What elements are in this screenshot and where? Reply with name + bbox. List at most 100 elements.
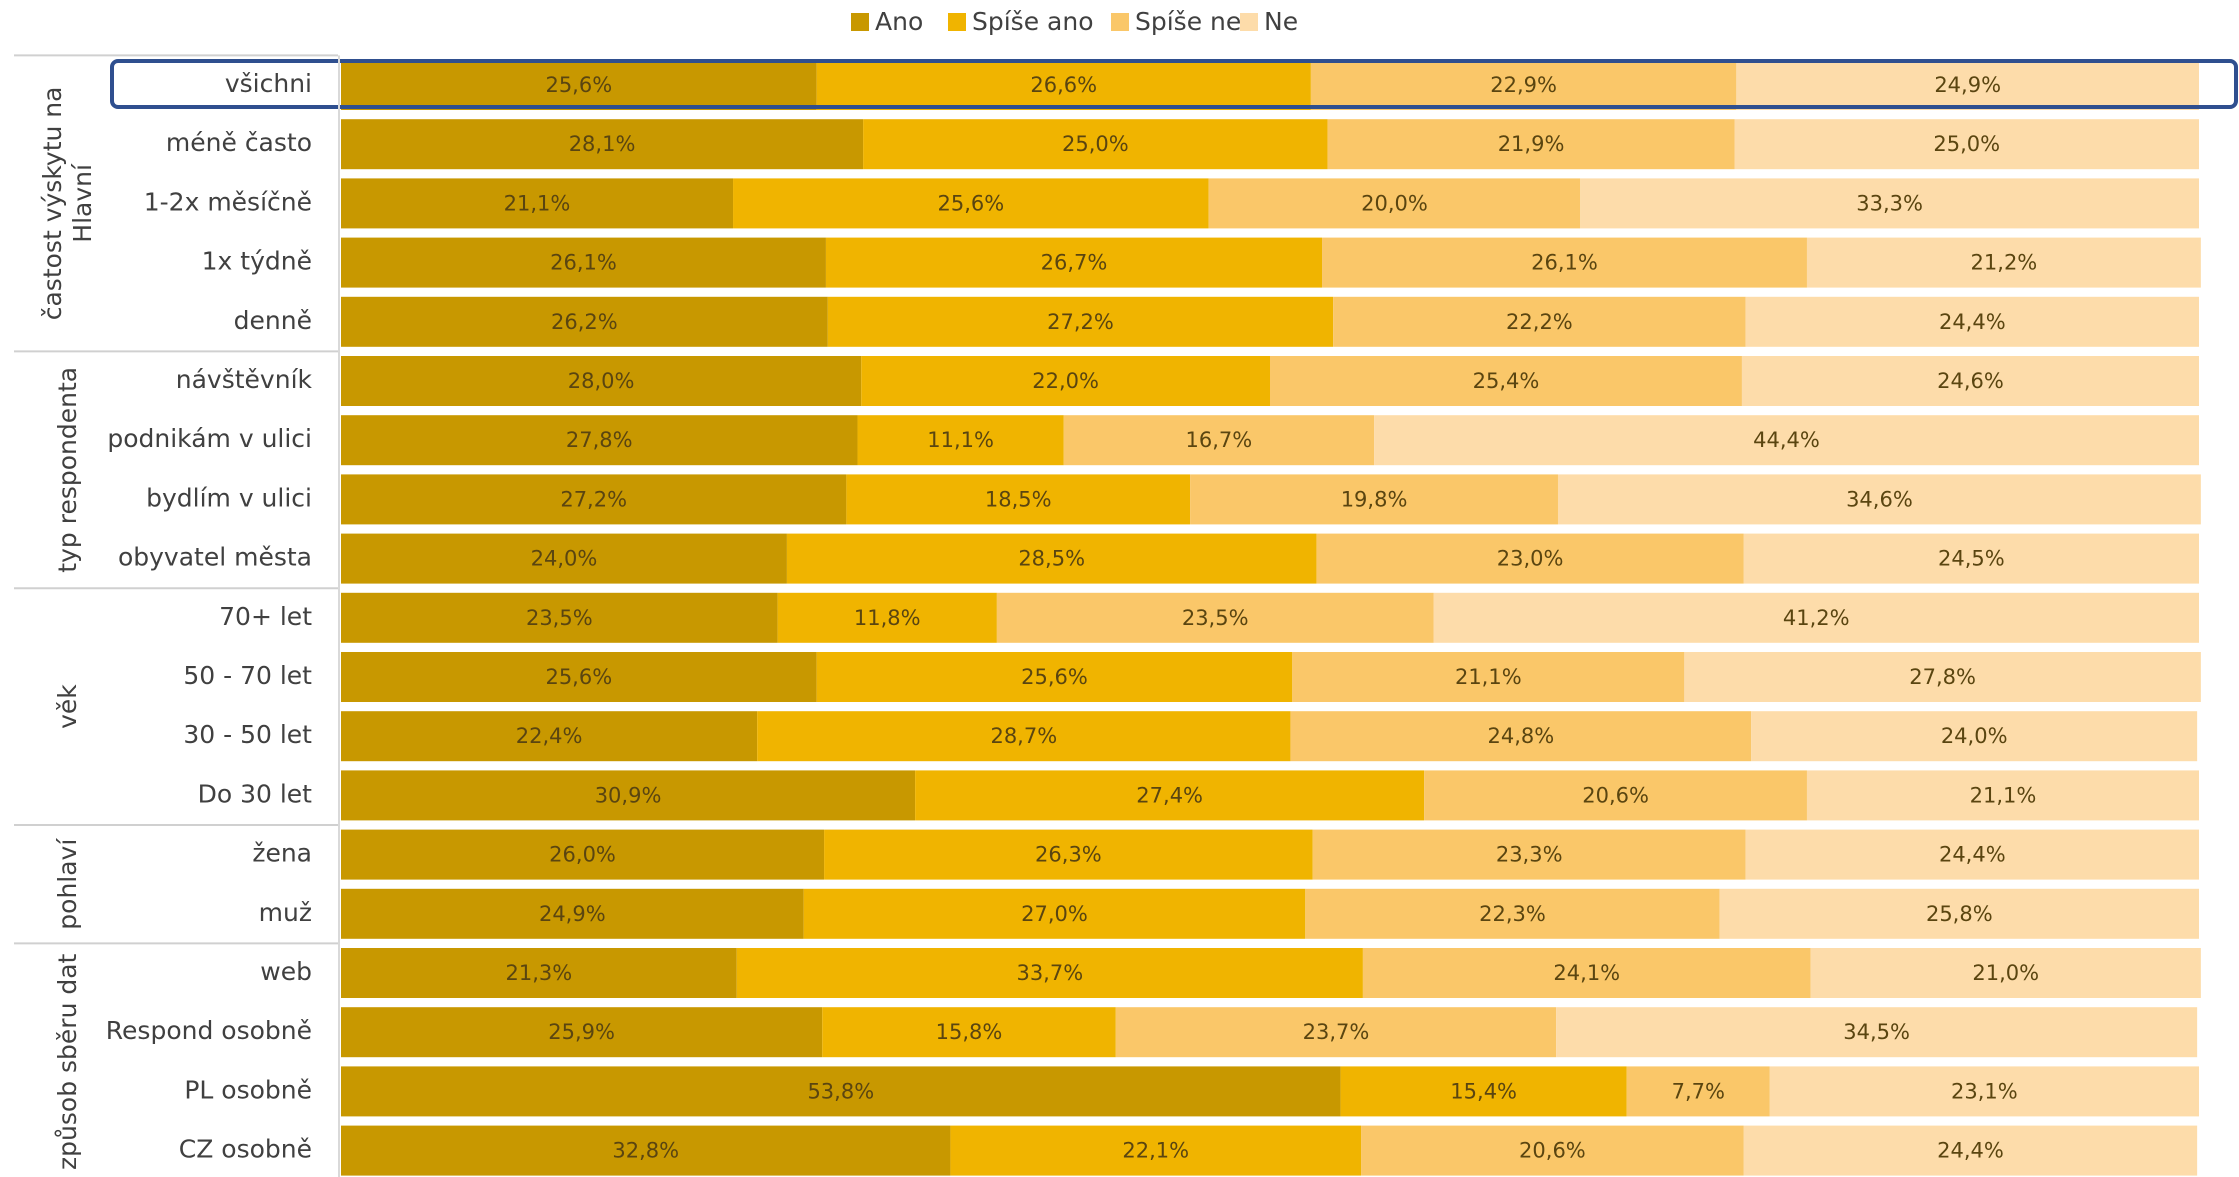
value-label: 33,7%: [1016, 961, 1083, 985]
bar-segment: [1745, 829, 2199, 880]
bar-segment: [1806, 770, 2199, 821]
bar-segment: [1115, 1007, 1557, 1058]
value-label: 24,1%: [1553, 961, 1620, 985]
value-label: 25,6%: [1021, 665, 1088, 689]
bar-segment: [1322, 237, 1807, 288]
value-label: 23,7%: [1303, 1020, 1370, 1044]
category-label: 1x týdně: [202, 247, 312, 276]
category-label: 1-2x měsíčně: [144, 187, 312, 216]
value-label: 23,5%: [1182, 606, 1249, 630]
bar-segment: [341, 652, 817, 702]
bar-segment: [341, 296, 828, 347]
value-label: 25,0%: [1933, 132, 2000, 156]
value-label: 27,4%: [1136, 783, 1203, 807]
value-label: 34,5%: [1843, 1020, 1910, 1044]
value-label: 21,1%: [1970, 783, 2037, 807]
value-label: 24,8%: [1487, 724, 1554, 748]
value-label: 22,2%: [1506, 310, 1573, 334]
bar-segment: [733, 178, 1209, 229]
value-label: 24,4%: [1937, 1139, 2004, 1163]
bar-segment: [996, 592, 1434, 643]
value-label: 26,7%: [1041, 251, 1108, 275]
bar-segment: [1361, 1125, 1744, 1176]
value-label: 25,4%: [1473, 369, 1540, 393]
value-label: 23,3%: [1496, 843, 1563, 867]
bar-segment: [1734, 119, 2199, 170]
category-label: muž: [259, 898, 312, 927]
bar-segment: [341, 356, 862, 406]
value-label: 23,1%: [1951, 1079, 2018, 1103]
bar-segment: [1741, 356, 2199, 406]
value-label: 28,1%: [569, 132, 636, 156]
value-label: 18,5%: [985, 487, 1052, 511]
legend-label: Spíše ne: [1135, 7, 1241, 36]
bar-segment: [1424, 770, 1807, 821]
value-label: 24,9%: [539, 902, 606, 926]
bar-segment: [1580, 178, 2199, 229]
value-label: 11,1%: [927, 428, 994, 452]
value-label: 22,9%: [1490, 73, 1557, 97]
bar-segment: [341, 770, 916, 821]
bar-segment: [1312, 829, 1746, 880]
bar-segment: [1208, 178, 1581, 229]
category-label: 50 - 70 let: [183, 661, 312, 690]
legend-swatch: [948, 13, 966, 31]
bar-segment: [863, 119, 1328, 170]
bar-segment: [341, 948, 737, 998]
value-label: 25,6%: [545, 665, 612, 689]
bar-segment: [341, 415, 858, 466]
value-label: 25,8%: [1926, 902, 1993, 926]
value-label: 28,7%: [990, 724, 1057, 748]
value-label: 26,3%: [1035, 843, 1102, 867]
bar-segment: [1292, 652, 1685, 702]
group-label: věk: [53, 684, 82, 729]
bar-segment: [822, 1007, 1116, 1058]
legend-swatch: [851, 13, 869, 31]
value-label: 44,4%: [1753, 428, 1820, 452]
value-label: 26,2%: [551, 310, 618, 334]
bar-segment: [1316, 533, 1744, 584]
value-label: 21,2%: [1971, 251, 2038, 275]
value-label: 26,6%: [1030, 73, 1097, 97]
bar-segment: [857, 415, 1064, 466]
value-label: 7,7%: [1672, 1079, 1725, 1103]
bar-segment: [341, 178, 734, 229]
legend-swatch: [1111, 13, 1129, 31]
bar-segment: [824, 829, 1313, 880]
category-label: Do 30 let: [198, 779, 313, 808]
bar-segment: [1340, 1066, 1627, 1117]
value-label: 32,8%: [612, 1139, 679, 1163]
bar-segment: [1751, 711, 2198, 762]
legend-label: Spíše ano: [972, 7, 1094, 36]
value-label: 24,4%: [1939, 310, 2006, 334]
bar-segment: [1063, 415, 1375, 466]
bar-segment: [736, 948, 1363, 998]
value-label: 16,7%: [1186, 428, 1253, 452]
bar-segment: [1769, 1066, 2199, 1117]
group-label: pohlaví: [53, 838, 82, 930]
legend-label: Ano: [875, 7, 923, 36]
bar-segment: [1270, 356, 1742, 406]
value-label: 25,9%: [548, 1020, 615, 1044]
bar-segment: [341, 1007, 823, 1058]
bar-segment: [341, 533, 787, 584]
value-label: 21,3%: [506, 961, 573, 985]
value-label: 53,8%: [807, 1079, 874, 1103]
category-label: méně často: [166, 128, 312, 157]
value-label: 20,6%: [1519, 1139, 1586, 1163]
category-label: Respond osobně: [106, 1016, 312, 1045]
value-label: 22,4%: [516, 724, 583, 748]
category-label: CZ osobně: [179, 1135, 312, 1164]
bar-segment: [1745, 296, 2199, 347]
group-label: častost výskytu na: [38, 87, 67, 321]
value-label: 21,0%: [1972, 961, 2039, 985]
value-label: 24,6%: [1937, 369, 2004, 393]
bar-segment: [341, 237, 826, 288]
value-label: 25,6%: [545, 73, 612, 97]
bar-segment: [341, 711, 758, 762]
bar-segment: [341, 592, 778, 643]
bar-segment: [341, 1066, 1341, 1117]
category-label: žena: [252, 839, 312, 868]
bar-segment: [1810, 948, 2201, 998]
category-label: obyvatel města: [118, 543, 312, 572]
